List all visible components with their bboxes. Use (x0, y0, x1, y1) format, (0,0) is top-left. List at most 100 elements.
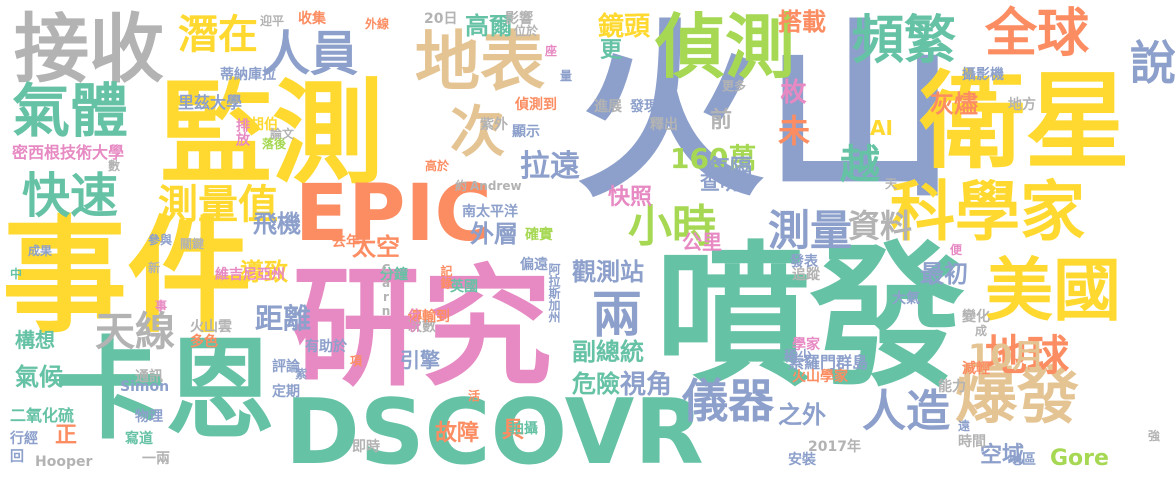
cloud-word: 天 (885, 177, 898, 191)
cloud-word: 定期 (272, 384, 300, 400)
cloud-word: 說 (1130, 36, 1175, 90)
cloud-word: 資料 (848, 207, 913, 245)
cloud-word: 拍攝 (510, 421, 538, 437)
cloud-word: 衛星 (920, 61, 1131, 183)
cloud-word: 查明 (700, 170, 740, 194)
cloud-word: 10月 (968, 337, 1045, 375)
cloud-word: 之外 (778, 401, 826, 429)
cloud-word: 釋出 (650, 117, 678, 133)
cloud-word: 研究 (292, 252, 553, 404)
cloud-word: 天線 (95, 309, 175, 355)
cloud-word: 正 (55, 423, 78, 448)
cloud-word: 搭載 (778, 8, 826, 36)
cloud-word: 儀器 (682, 374, 774, 428)
cloud-word: 成 (975, 324, 988, 338)
cloud-word: 紫 (295, 367, 308, 381)
cloud-word: 地表 (415, 25, 546, 100)
cloud-word: Carn (379, 262, 393, 318)
cloud-word: 監測 (160, 69, 384, 199)
cloud-word: 飛機 (253, 210, 301, 238)
cloud-word: 變化 (962, 309, 990, 325)
cloud-word: 胡伯 (250, 117, 278, 133)
cloud-word: 噴發 (655, 227, 965, 408)
cloud-word: 160萬 (670, 142, 757, 175)
cloud-word: 位於 (514, 24, 539, 38)
cloud-word: 遠 (958, 419, 971, 433)
cloud-word: 測量 (768, 206, 853, 255)
cloud-word: 座 (545, 44, 558, 58)
cloud-word: 有助於 (305, 339, 347, 355)
cloud-word: 偵測到 (515, 97, 557, 113)
cloud-word: 危險 (572, 370, 620, 398)
cloud-word: 快速 (22, 168, 119, 224)
cloud-word: 兩 (592, 286, 642, 344)
cloud-word: 外層 (470, 220, 518, 248)
cloud-word: 火山雲 (190, 319, 232, 335)
cloud-word: 迎平 (260, 14, 285, 28)
cloud-word: 空域 (980, 443, 1025, 468)
cloud-word: 發表 (790, 254, 818, 270)
cloud-word: Hooper (35, 454, 93, 470)
cloud-word: 成果 (28, 244, 53, 258)
cloud-word: 次 (450, 100, 506, 164)
cloud-word: 太空 (352, 233, 400, 261)
cloud-word: 事 (155, 299, 168, 313)
cloud-word: 距離 (255, 302, 312, 335)
cloud-word: 火山 (575, 2, 956, 223)
cloud-word: 中 (10, 267, 23, 281)
cloud-word: 引擎 (400, 348, 440, 372)
cloud-word: 地區 (1008, 452, 1036, 468)
cloud-word: 安裝 (788, 452, 816, 468)
cloud-word: 南太平洋 (462, 204, 518, 220)
cloud-word: 排放 (234, 118, 250, 146)
cloud-word: 能力 (938, 379, 966, 395)
cloud-word: 事件 (2, 205, 252, 350)
cloud-word: 外線 (365, 17, 390, 31)
cloud-word: 去年 (332, 234, 360, 250)
cloud-word: 進展 (594, 99, 622, 115)
cloud-word: 觀測站 (572, 258, 644, 286)
cloud-word: 前 (710, 108, 733, 133)
cloud-word: 量 (560, 69, 573, 83)
cloud-word: EPIC (295, 169, 492, 259)
cloud-word: AI (870, 116, 893, 140)
cloud-word: 約 (455, 179, 468, 193)
cloud-word: 論文 (270, 127, 295, 141)
cloud-word: 快照 (608, 185, 653, 210)
cloud-word: DSCOVR (285, 380, 704, 482)
cloud-word: 落後 (262, 137, 287, 151)
cloud-word: 美國 (985, 252, 1122, 331)
cloud-word: 每隔 (708, 156, 753, 181)
cloud-word: 影響 (505, 11, 533, 27)
cloud-word: 學家 (792, 337, 820, 353)
cloud-word: 分鐘 (380, 267, 408, 283)
cloud-word: 物理 (135, 409, 163, 425)
cloud-word: 次數 (408, 319, 436, 335)
cloud-word: 公里 (682, 230, 722, 254)
cloud-word: 故障 (435, 421, 480, 446)
cloud-word: 枚 (776, 78, 806, 104)
cloud-word: 英國 (450, 279, 478, 295)
cloud-word: Andrew (470, 179, 522, 193)
cloud-word: 新 (148, 261, 161, 275)
cloud-word: Gore (1050, 446, 1109, 471)
cloud-word: 人造 (862, 386, 950, 437)
cloud-word: 索羅門群島 (788, 353, 869, 372)
cloud-word: 紫外 (480, 117, 508, 133)
cloud-word: 密西根技術大學 (12, 143, 125, 162)
cloud-word: 越 (840, 142, 880, 188)
cloud-word: 強 (1148, 429, 1161, 443)
cloud-word: 副總統 (572, 338, 644, 366)
cloud-word: 確實 (525, 227, 553, 243)
cloud-word: 分析 (407, 308, 421, 332)
cloud-word: 氣體 (12, 77, 129, 145)
cloud-word: 構想 (15, 328, 55, 352)
cloud-word: 視角 (620, 370, 673, 400)
cloud-word: 全球 (985, 4, 1090, 64)
cloud-word: 人員 (262, 26, 359, 82)
cloud-word: 阿拉斯加州 (547, 263, 561, 323)
cloud-word: 氣候 (15, 363, 63, 391)
cloud-word: 頻繁 (852, 11, 957, 71)
cloud-word: 卡恩 (55, 326, 275, 454)
cloud-word: 火山學家 (792, 369, 848, 385)
